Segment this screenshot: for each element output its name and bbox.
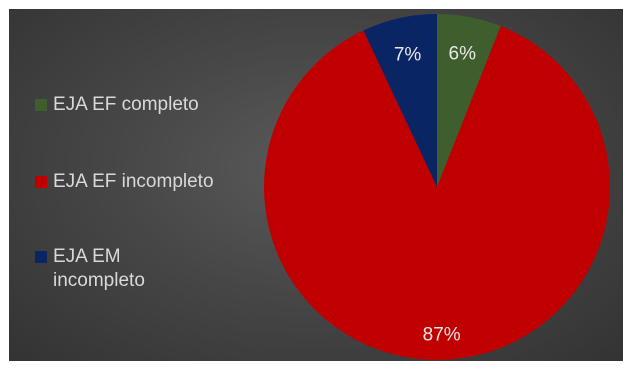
pie-chart: 6% 87% 7% [264, 14, 610, 360]
legend-label-ef-incompleto: EJA EF incompleto [53, 171, 214, 192]
legend-label-em-incompleto: EJA EM incompleto [53, 246, 145, 291]
legend-label-ef-completo: EJA EF completo [53, 94, 199, 115]
slice-ef-incompleto [264, 26, 610, 360]
legend-swatch-em-incompleto [35, 251, 47, 263]
legend-item-em-incompleto: EJA EM incompleto [35, 245, 203, 293]
slice-em-incompleto [363, 14, 437, 187]
legend-swatch-ef-completo [35, 99, 47, 111]
legend-item-ef-completo: EJA EF completo [35, 93, 243, 117]
legend: EJA EF completo EJA EF incompleto EJA EM… [35, 9, 265, 361]
legend-item-ef-incompleto: EJA EF incompleto [35, 170, 243, 194]
data-label-ef-incompleto: 87% [423, 325, 461, 346]
slice-ef-completo [437, 14, 501, 187]
data-label-ef-completo: 6% [449, 43, 477, 64]
data-label-em-incompleto: 7% [394, 44, 422, 65]
legend-swatch-ef-incompleto [35, 176, 47, 188]
chart-area: 6% 87% 7% EJA EF completo EJA EF incomplet… [9, 9, 623, 361]
